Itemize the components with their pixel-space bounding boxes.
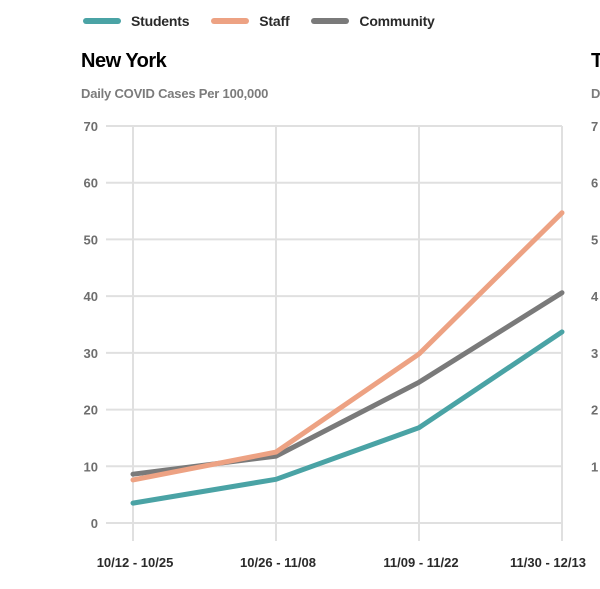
next-panel-y-tick: 2 — [591, 403, 598, 418]
next-panel-y-tick: 4 — [591, 289, 599, 304]
y-tick-label: 20 — [84, 403, 98, 418]
y-tick-label: 60 — [84, 176, 98, 191]
chart-title: New York — [81, 50, 167, 72]
legend-label: Staff — [259, 13, 290, 29]
series-line-community — [130, 290, 565, 477]
next-chart-title: T — [591, 50, 600, 72]
x-tick-label: 11/30 - 12/13 — [510, 555, 586, 570]
y-tick-label: 50 — [84, 232, 98, 247]
series-line-staff — [130, 210, 565, 483]
next-panel-y-tick: 7 — [591, 119, 598, 134]
x-tick-label: 10/26 - 11/08 — [240, 555, 316, 570]
next-panel-y-tick: 1 — [591, 459, 598, 474]
staff-swatch-icon — [211, 18, 250, 24]
legend-item-community: Community — [311, 13, 435, 29]
next-chart-subtitle: D — [591, 86, 600, 101]
next-panel-y-tick: 3 — [591, 346, 598, 361]
next-panel-y-tick: 6 — [591, 176, 598, 191]
chart-legend: Students Staff Community — [83, 13, 457, 29]
community-swatch-icon — [311, 18, 350, 24]
series-line-students — [130, 329, 565, 506]
students-swatch-icon — [83, 18, 121, 24]
next-panel-y-tick: 5 — [591, 232, 598, 247]
legend-item-students: Students — [83, 13, 189, 29]
x-tick-label: 10/12 - 10/25 — [97, 555, 174, 570]
legend-label: Students — [131, 13, 190, 29]
x-tick-label: 11/09 - 11/22 — [383, 555, 458, 570]
y-tick-label: 40 — [84, 289, 98, 304]
chart-subtitle: Daily COVID Cases Per 100,000 — [81, 86, 269, 101]
legend-item-staff: Staff — [211, 13, 290, 29]
legend-label: Community — [359, 13, 435, 29]
y-tick-label: 70 — [84, 119, 98, 134]
y-tick-label: 10 — [84, 459, 98, 474]
y-tick-label: 30 — [84, 346, 98, 361]
y-tick-label: 0 — [91, 516, 98, 531]
